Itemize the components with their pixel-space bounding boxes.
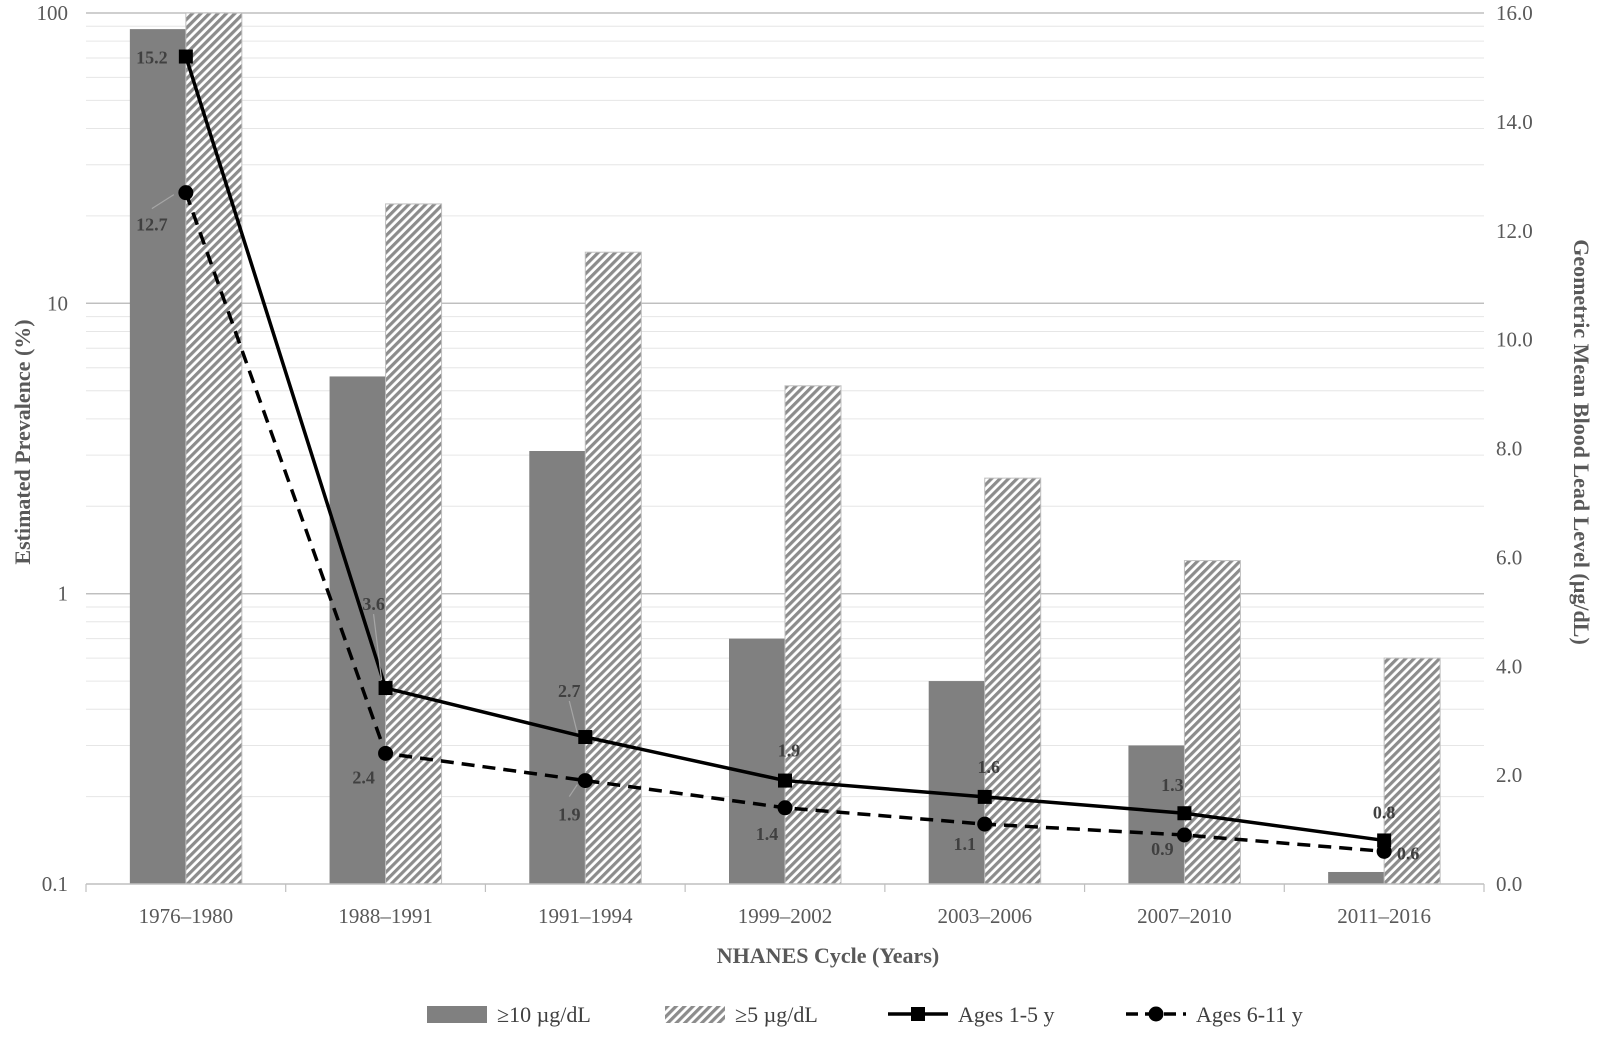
bar-ge10-1 bbox=[329, 376, 386, 884]
marker-square-1 bbox=[378, 681, 393, 696]
data-label: 12.7 bbox=[136, 215, 168, 235]
legend-label: Ages 1-5 y bbox=[958, 1002, 1055, 1027]
data-label: 2.4 bbox=[352, 767, 375, 787]
bar-ge5-3 bbox=[784, 385, 842, 885]
data-label: 0.9 bbox=[1151, 839, 1174, 859]
bar-ge5-1 bbox=[385, 203, 443, 885]
data-label: 1.9 bbox=[558, 805, 581, 825]
leader-line bbox=[372, 613, 383, 681]
marker-circle-0 bbox=[178, 185, 194, 201]
y-tick-label: 0.1 bbox=[42, 872, 68, 896]
x-tick-label: 2003–2006 bbox=[937, 904, 1032, 928]
data-label: 1.4 bbox=[756, 824, 779, 844]
x-tick-label: 1988–1991 bbox=[338, 904, 433, 928]
x-tick-label: 1999–2002 bbox=[738, 904, 833, 928]
marker-square-0 bbox=[178, 49, 193, 64]
legend-label: Ages 6-11 y bbox=[1196, 1002, 1303, 1027]
legend-marker-circle bbox=[1148, 1006, 1164, 1022]
legend: ≥10 µg/dL ≥5 µg/dL Ages 1-5 y Ages 6-11 y bbox=[427, 1002, 1303, 1027]
data-label: 15.2 bbox=[136, 48, 168, 68]
tick-labels: 1976–1980 1988–1991 1991–1994 1999–2002 2003… bbox=[37, 1, 1533, 928]
data-label: 0.6 bbox=[1397, 843, 1420, 863]
marker-circle-3 bbox=[777, 800, 793, 816]
y-tick-label: 10 bbox=[47, 291, 68, 315]
bar-ge5-2 bbox=[584, 251, 642, 885]
marker-square-6 bbox=[1377, 833, 1392, 848]
bar-ge10-6 bbox=[1328, 871, 1385, 884]
marker-square-3 bbox=[778, 773, 792, 788]
marker-circle-2 bbox=[577, 773, 593, 789]
leader-line bbox=[568, 784, 578, 797]
bar-ge10-4 bbox=[928, 681, 985, 884]
lines bbox=[178, 49, 1392, 859]
x-tick-label: 1991–1994 bbox=[538, 904, 633, 928]
y2-tick-label: 6.0 bbox=[1496, 545, 1522, 569]
bar-ge10-5 bbox=[1128, 745, 1185, 884]
leader-line bbox=[568, 700, 578, 734]
legend-item: Ages 1-5 y bbox=[888, 1002, 1055, 1027]
y-tick-label: 1 bbox=[58, 582, 69, 606]
x-tick-label: 2007–2010 bbox=[1137, 904, 1232, 928]
marker-circle-4 bbox=[977, 816, 993, 832]
data-label: 1.1 bbox=[953, 834, 976, 854]
legend-swatch-hatched bbox=[665, 1006, 725, 1023]
legend-label: ≥5 µg/dL bbox=[735, 1002, 818, 1027]
legend-item: Ages 6-11 y bbox=[1126, 1002, 1303, 1027]
axes bbox=[85, 883, 1485, 892]
y-tick-label: 100 bbox=[37, 1, 69, 25]
marker-square-4 bbox=[977, 789, 992, 804]
legend-marker-square bbox=[911, 1007, 925, 1021]
bar-ge5-6 bbox=[1383, 657, 1441, 885]
marker-square-2 bbox=[578, 730, 593, 745]
y2-tick-label: 10.0 bbox=[1496, 328, 1533, 352]
y2-tick-label: 2.0 bbox=[1496, 763, 1522, 787]
leader-line bbox=[151, 194, 175, 210]
bar-ge10-3 bbox=[729, 638, 785, 884]
data-label: 1.9 bbox=[778, 741, 801, 761]
y2-tick-label: 16.0 bbox=[1496, 1, 1533, 25]
data-label: 1.3 bbox=[1161, 775, 1184, 795]
data-label: 3.6 bbox=[362, 594, 385, 614]
marker-circle-1 bbox=[378, 745, 394, 761]
y2-tick-label: 8.0 bbox=[1496, 437, 1522, 461]
marker-circle-6 bbox=[1376, 843, 1392, 859]
x-axis-title: NHANES Cycle (Years) bbox=[717, 943, 939, 968]
x-tick-label: 2011–2016 bbox=[1337, 904, 1431, 928]
marker-square-5 bbox=[1177, 806, 1192, 821]
marker-circle-5 bbox=[1176, 827, 1192, 843]
y2-tick-label: 0.0 bbox=[1496, 872, 1522, 896]
data-label: 1.6 bbox=[977, 757, 1000, 777]
y2-tick-label: 12.0 bbox=[1496, 219, 1533, 243]
bar-ge10-0 bbox=[129, 29, 186, 884]
bar-ge5-0 bbox=[185, 12, 243, 885]
data-label: 2.7 bbox=[558, 681, 581, 701]
legend-swatch-solid bbox=[427, 1006, 487, 1023]
y2-axis-title: Geometric Mean Blood Lead Level (µg/dL) bbox=[1569, 239, 1594, 645]
legend-label: ≥10 µg/dL bbox=[497, 1002, 591, 1027]
data-label: 0.8 bbox=[1373, 802, 1396, 822]
data-labels: 15.2 3.6 2.7 1.9 1.6 1.3 0.8 12.7 2.4 1.9 1.4 1.1 0.… bbox=[136, 48, 1419, 864]
y2-tick-label: 14.0 bbox=[1496, 110, 1533, 134]
bar-ge10-2 bbox=[529, 451, 586, 884]
y-axis-title: Estimated Prevalence (%) bbox=[10, 319, 35, 564]
x-tick-label: 1976–1980 bbox=[139, 904, 234, 928]
y2-tick-label: 4.0 bbox=[1496, 654, 1522, 678]
legend-item: ≥10 µg/dL bbox=[427, 1002, 591, 1027]
bars bbox=[129, 12, 1441, 885]
legend-item: ≥5 µg/dL bbox=[665, 1002, 818, 1027]
